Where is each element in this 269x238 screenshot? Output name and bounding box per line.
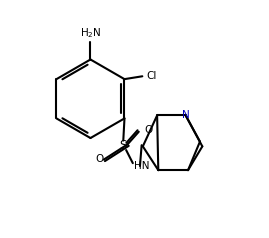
Text: N: N (182, 110, 190, 120)
Text: O: O (95, 154, 103, 164)
Text: HN: HN (134, 161, 150, 171)
Text: Cl: Cl (146, 71, 156, 81)
Text: S: S (120, 139, 127, 152)
Text: H$_2$N: H$_2$N (80, 26, 101, 40)
Text: O: O (144, 125, 152, 135)
